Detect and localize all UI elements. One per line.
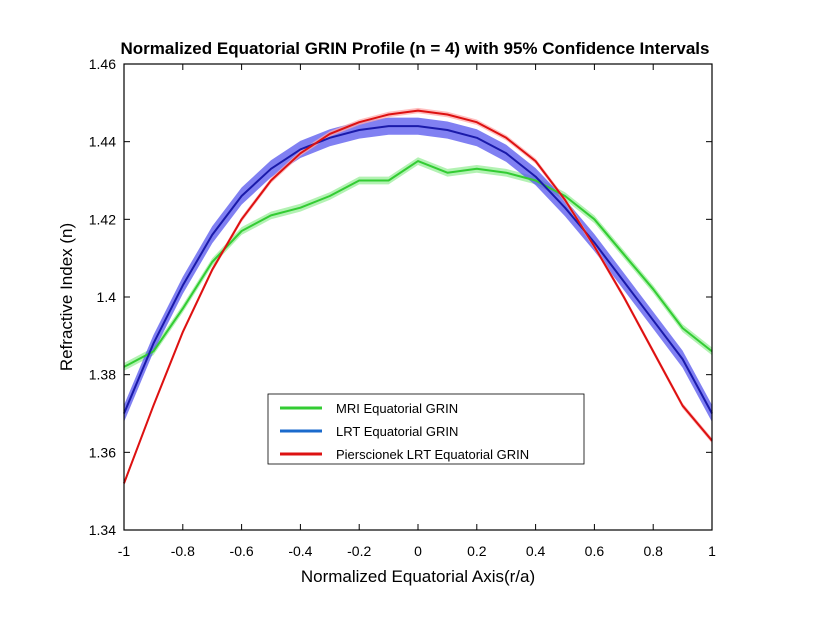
legend: MRI Equatorial GRIN LRT Equatorial GRIN …: [267, 393, 585, 465]
y-tick-label: 1.36: [89, 444, 116, 460]
y-tick-label: 1.38: [89, 367, 116, 383]
x-tick-label: 0.2: [467, 543, 487, 559]
confidence-bands: [124, 107, 712, 487]
y-axis-ticks: 1.34 1.36 1.38 1.4 1.42 1.44 1.46: [89, 56, 712, 538]
legend-label-pierscionek: Pierscionek LRT Equatorial GRIN: [336, 447, 529, 462]
x-tick-label: 1: [708, 543, 716, 559]
x-tick-label: -1: [118, 543, 131, 559]
y-tick-label: 1.4: [97, 289, 117, 305]
y-tick-label: 1.44: [89, 134, 116, 150]
legend-label-lrt: LRT Equatorial GRIN: [336, 424, 458, 439]
y-tick-label: 1.34: [89, 522, 116, 538]
x-axis-ticks: -1 -0.8 -0.6 -0.4 -0.2 0 0.2 0.4 0.6 0.8 1: [118, 64, 716, 559]
series-line-pierscionek: [123, 109, 713, 484]
y-tick-label: 1.46: [89, 56, 116, 72]
x-tick-label: 0.6: [585, 543, 605, 559]
x-axis-label: Normalized Equatorial Axis(r/a): [301, 567, 535, 586]
x-tick-label: 0: [414, 543, 422, 559]
series-lines: [123, 109, 713, 484]
x-tick-label: -0.6: [230, 543, 254, 559]
x-tick-label: -0.4: [288, 543, 312, 559]
x-tick-label: 0.8: [643, 543, 663, 559]
legend-box: [267, 393, 585, 465]
chart-title: Normalized Equatorial GRIN Profile (n = …: [121, 39, 710, 58]
x-tick-label: -0.2: [347, 543, 371, 559]
x-tick-label: -0.8: [171, 543, 195, 559]
ci-band-pierscionek: [124, 107, 712, 487]
y-tick-label: 1.42: [89, 211, 116, 227]
legend-label-mri: MRI Equatorial GRIN: [336, 401, 458, 416]
x-tick-label: 0.4: [526, 543, 546, 559]
y-axis-label: Refractive Index (n): [57, 223, 76, 371]
series-line-lrt: [123, 125, 713, 414]
